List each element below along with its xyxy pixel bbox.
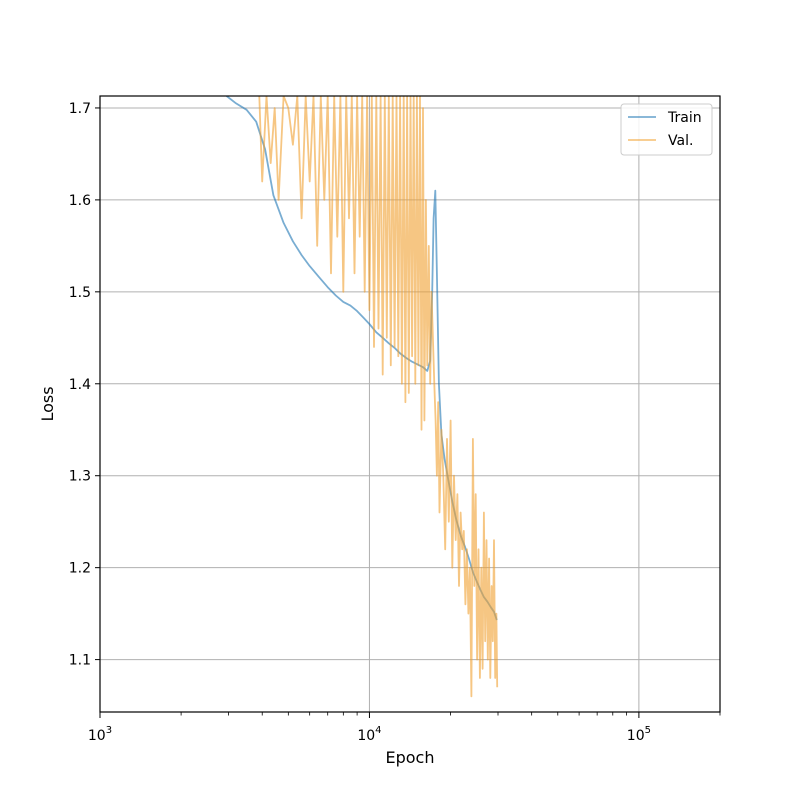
x-tick-exponent: 5: [645, 725, 651, 736]
x-tick-base: 10: [627, 728, 645, 744]
x-tick-exponent: 3: [106, 725, 112, 736]
plot-frame: [99, 95, 721, 713]
legend-label-val: Val.: [668, 133, 693, 149]
y-tick-label: 1.3: [69, 469, 91, 485]
y-tick-label: 1.2: [69, 561, 91, 577]
y-tick-label: 1.4: [69, 377, 91, 393]
y-tick-label: 1.1: [69, 653, 91, 669]
series-line-val: [258, 96, 499, 698]
x-tick-label: 103: [88, 725, 112, 744]
x-tick-base: 10: [357, 728, 375, 744]
series-layer: [226, 96, 499, 698]
y-axis-label: Loss: [38, 386, 57, 421]
x-tick-exponent: 4: [375, 725, 381, 736]
y-tick-label: 1.5: [69, 285, 91, 301]
x-tick-label: 104: [357, 725, 381, 744]
legend-label-train: Train: [667, 110, 702, 126]
y-tick-label: 1.6: [69, 193, 91, 209]
x-axis-label: Epoch: [386, 748, 435, 767]
legend: Train Val.: [620, 103, 713, 156]
x-tick-label: 105: [627, 725, 651, 744]
x-tick-base: 10: [88, 728, 106, 744]
y-tick-label: 1.7: [69, 101, 91, 117]
